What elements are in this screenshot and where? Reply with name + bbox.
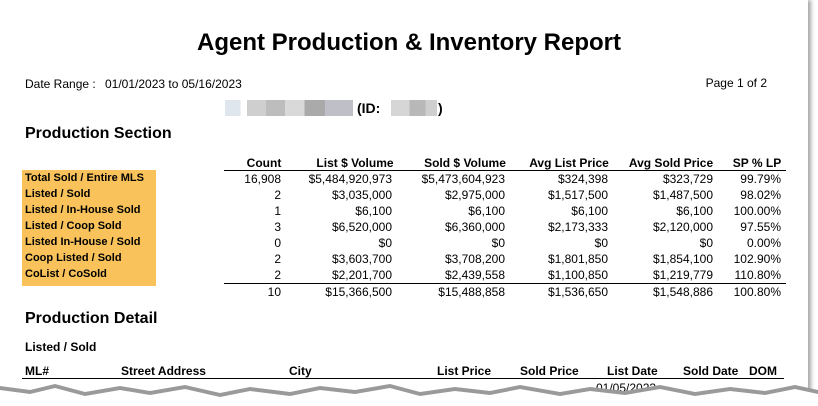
cell: $324,398 [557, 172, 608, 186]
column-header: SP % LP [732, 156, 782, 170]
cell: $2,120,000 [652, 220, 713, 234]
cell: 2 [274, 252, 281, 266]
total-cell: $1,548,886 [652, 285, 713, 299]
cell: $1,517,500 [547, 188, 608, 202]
cell: $6,100 [355, 204, 392, 218]
cell: 110.80% [734, 268, 781, 282]
cell: $6,520,000 [331, 220, 392, 234]
cell: $0 [699, 236, 713, 250]
cell: $3,603,700 [331, 252, 392, 266]
cell: 98.02% [740, 188, 781, 202]
column-header: Sold $ Volume [424, 156, 506, 170]
section-title: Production Section [25, 125, 172, 142]
header-rule [22, 378, 784, 379]
cell: $6,360,000 [444, 220, 505, 234]
total-cell: $15,366,500 [325, 285, 392, 299]
section-title: Production Detail [25, 310, 158, 327]
cell: $1,487,500 [652, 188, 713, 202]
row-label: CoList / CoSold [25, 268, 107, 280]
cell: $5,473,604,923 [421, 172, 505, 186]
tear-paper [0, 388, 818, 406]
row-label: Total Sold / Entire MLS [25, 172, 144, 184]
id-prefix: (ID: [357, 100, 381, 116]
cell: 97.55% [740, 220, 781, 234]
cell: $6,100 [571, 204, 608, 218]
row-label: Listed / Sold [25, 188, 91, 200]
cell: $6,100 [468, 204, 505, 218]
cell: $2,439,558 [444, 268, 505, 282]
cell: $0 [491, 236, 505, 250]
redacted-id [391, 100, 437, 116]
cell: 2 [274, 188, 281, 202]
row-label: Coop Listed / Sold [25, 252, 122, 264]
row-label: Listed In-House / Sold [25, 236, 141, 248]
column-header: Sold Price [520, 364, 579, 378]
cell: $2,201,700 [331, 268, 392, 282]
subsection-title: Listed / Sold [25, 340, 97, 354]
report-title: Agent Production & Inventory Report [196, 29, 622, 56]
total-rule [224, 283, 786, 284]
redacted-name [225, 100, 353, 116]
column-header: List Date [607, 364, 658, 378]
cell: 16,908 [244, 172, 281, 186]
cell: $2,975,000 [444, 188, 505, 202]
cell: 3 [274, 220, 281, 234]
header-rule [224, 170, 786, 171]
cell: $1,100,850 [547, 268, 608, 282]
page-number: Page 1 of 2 [705, 76, 767, 90]
cell: $3,708,200 [444, 252, 505, 266]
cell: 2 [274, 268, 281, 282]
column-header: List $ Volume [316, 156, 394, 170]
column-header: DOM [749, 364, 777, 378]
date-range-label: Date Range : [25, 77, 96, 91]
cell: $5,484,920,973 [308, 172, 392, 186]
cell: $323,729 [662, 172, 713, 186]
column-header: Street Address [121, 364, 206, 378]
cell: $0 [594, 236, 608, 250]
total-cell: $15,488,858 [438, 285, 505, 299]
total-cell: 100.80% [733, 285, 781, 299]
cell: 99.79% [740, 172, 781, 186]
row-label: Listed / In-House Sold [25, 204, 141, 216]
id-suffix: ) [438, 100, 443, 116]
column-header: Count [246, 156, 282, 170]
label-highlight [22, 170, 156, 286]
column-header: Sold Date [683, 364, 739, 378]
cell: $6,100 [676, 204, 713, 218]
cell: $1,854,100 [652, 252, 713, 266]
cell: $3,035,000 [331, 188, 392, 202]
cell: 102.90% [733, 252, 781, 266]
column-header: List Price [437, 364, 492, 378]
column-header: Avg Sold Price [628, 156, 714, 170]
row-label: Listed / Coop Sold [25, 220, 122, 232]
total-cell: $1,536,650 [547, 285, 608, 299]
cell: $0 [378, 236, 392, 250]
cell: $1,801,850 [547, 252, 608, 266]
column-header: Avg List Price [529, 156, 609, 170]
date-range: 01/01/2023 to 05/16/2023 [105, 77, 242, 91]
column-header: City [289, 364, 312, 378]
column-header: ML# [25, 364, 49, 378]
total-cell: 10 [267, 285, 281, 299]
cell: 100.00% [733, 204, 781, 218]
cell: 1 [274, 204, 281, 218]
cell: $1,219,779 [652, 268, 713, 282]
cell: 0 [274, 236, 281, 250]
cell: 0.00% [746, 236, 781, 250]
cell: $2,173,333 [547, 220, 608, 234]
